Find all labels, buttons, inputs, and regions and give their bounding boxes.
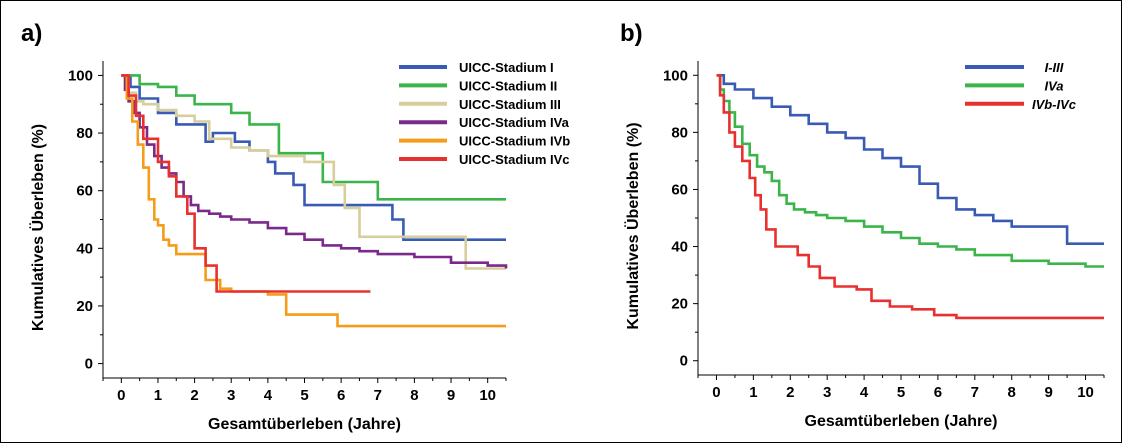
y-tick-label: 20 [671, 296, 688, 313]
series-line-uicc-stadium-ii [121, 74, 506, 201]
legend-label: UICC-Stadium III [459, 97, 561, 112]
x-tick-label: 4 [860, 384, 869, 401]
y-tick-label: 60 [76, 183, 93, 200]
y-tick-label: 100 [663, 67, 688, 84]
x-tick-label: 1 [749, 384, 757, 401]
x-tick-label: 1 [154, 387, 162, 404]
y-axis-title: Kumulatives Überleben (%) [28, 124, 47, 331]
x-tick-label: 9 [1044, 384, 1052, 401]
x-tick-label: 3 [823, 384, 831, 401]
x-tick-label: 5 [300, 387, 308, 404]
x-tick-label: 9 [447, 387, 455, 404]
panel-label: a) [21, 20, 42, 47]
y-tick-label: 20 [76, 298, 93, 315]
x-tick-label: 0 [117, 387, 125, 404]
chart-panel-a: a) 0 20 40 60 80 100 0 1 2 3 4 5 6 7 8 9 10 Gesamtüberlebe… [21, 20, 570, 433]
x-tick-label: 4 [264, 387, 273, 404]
x-axis-title: Gesamtüberleben (Jahre) [208, 416, 401, 433]
series-line-ivb-ivc [716, 74, 1104, 320]
chart-panel-b: b) 0 20 40 60 80 100 0 1 2 3 4 5 6 7 8 9 10 Gesamtüberlebe… [620, 20, 1105, 430]
y-axis-title: Kumulatives Überleben (%) [623, 122, 642, 329]
series-line-uicc-stadium-ivc [121, 74, 371, 293]
x-tick-label: 8 [1008, 384, 1016, 401]
y-tick-label: 0 [85, 356, 93, 373]
x-tick-label: 10 [479, 387, 496, 404]
legend-label: UICC-Stadium IVc [459, 152, 570, 167]
y-tick-label: 60 [671, 181, 688, 198]
x-tick-label: 6 [934, 384, 942, 401]
x-tick-label: 8 [410, 387, 418, 404]
x-tick-label: 5 [897, 384, 905, 401]
x-tick-label: 3 [227, 387, 235, 404]
x-tick-label: 10 [1077, 384, 1094, 401]
legend-label: UICC-Stadium IVa [459, 115, 570, 130]
x-tick-label: 6 [337, 387, 345, 404]
panel-label: b) [620, 20, 643, 47]
y-tick-label: 80 [671, 124, 688, 141]
x-tick-label: 2 [786, 384, 794, 401]
series-line-iva [716, 74, 1104, 268]
series-line-uicc-stadium-i [121, 74, 506, 241]
y-tick-label: 40 [671, 239, 688, 256]
x-tick-label: 7 [971, 384, 979, 401]
legend-label: UICC-Stadium II [459, 78, 557, 93]
legend-label: IVa [1044, 78, 1063, 93]
x-tick-label: 2 [190, 387, 198, 404]
x-tick-label: 7 [374, 387, 382, 404]
legend-label: UICC-Stadium I [459, 60, 554, 75]
legend-label: UICC-Stadium IVb [459, 134, 570, 149]
x-axis-title: Gesamtüberleben (Jahre) [805, 413, 998, 430]
legend-label: IVb-IVc [1032, 97, 1077, 112]
y-tick-label: 100 [68, 67, 93, 84]
legend-label: I-III [1045, 60, 1064, 75]
series-line-uicc-stadium-ivb [121, 74, 506, 328]
series-line-uicc-stadium-iva [121, 74, 508, 269]
y-tick-label: 80 [76, 125, 93, 142]
y-tick-label: 0 [680, 353, 688, 370]
series-line-uicc-stadium-iii [121, 74, 506, 270]
series-line-i-iii [716, 74, 1104, 245]
y-tick-label: 40 [76, 240, 93, 257]
x-tick-label: 0 [712, 384, 720, 401]
